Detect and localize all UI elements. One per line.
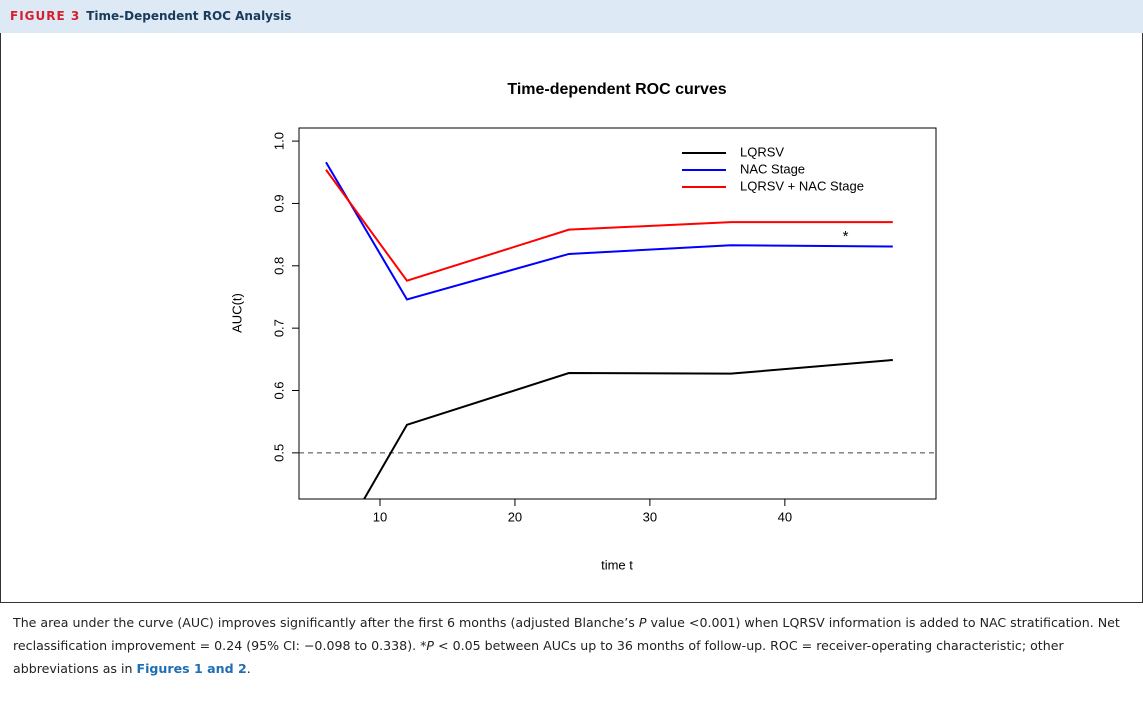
caption-italic: P <box>638 615 647 630</box>
caption-text: The area under the curve (AUC) improves … <box>13 615 639 630</box>
x-tick-label: 10 <box>373 509 387 524</box>
legend-label: LQRSV <box>740 144 784 159</box>
plot-frame <box>298 127 937 500</box>
series-line <box>362 358 893 499</box>
figure-link[interactable]: Figures 1 and 2 <box>136 661 247 676</box>
y-tick-label: 0.6 <box>271 381 286 399</box>
y-tick-label: 0.8 <box>271 257 286 275</box>
caption-text: < 0.05 between AUCs up to 36 months of f… <box>13 638 1064 676</box>
annotation: * <box>843 228 849 245</box>
caption-text: value <0.001) when LQRSV information is … <box>13 615 1120 653</box>
legend-label: LQRSV + NAC Stage <box>740 178 864 193</box>
y-tick-label: 0.5 <box>271 444 286 462</box>
x-axis-label: time t <box>601 557 633 572</box>
figure-title: Time-Dependent ROC Analysis <box>86 9 292 23</box>
x-tick-label: 30 <box>643 509 657 524</box>
x-tick-label: 40 <box>778 509 792 524</box>
y-axis-label: AUC(t) <box>229 293 244 333</box>
y-tick-label: 0.7 <box>271 319 286 337</box>
y-tick-label: 0.9 <box>271 194 286 212</box>
series-line <box>325 169 893 282</box>
caption-text: . <box>246 661 251 676</box>
caption: The area under the curve (AUC) improves … <box>13 611 1128 680</box>
y-tick-label: 1.0 <box>271 132 286 150</box>
caption-italic: P <box>426 638 435 653</box>
chart-title: Time-dependent ROC curves <box>507 81 726 98</box>
legend-label: NAC Stage <box>740 161 805 176</box>
figure-label: FIGURE 3 <box>10 9 81 23</box>
chart: Time-dependent ROC curves time t AUC(t) … <box>229 81 937 572</box>
series-line <box>325 161 893 301</box>
figure-header: FIGURE 3 Time-Dependent ROC Analysis <box>0 0 1143 33</box>
x-tick-label: 20 <box>508 509 522 524</box>
